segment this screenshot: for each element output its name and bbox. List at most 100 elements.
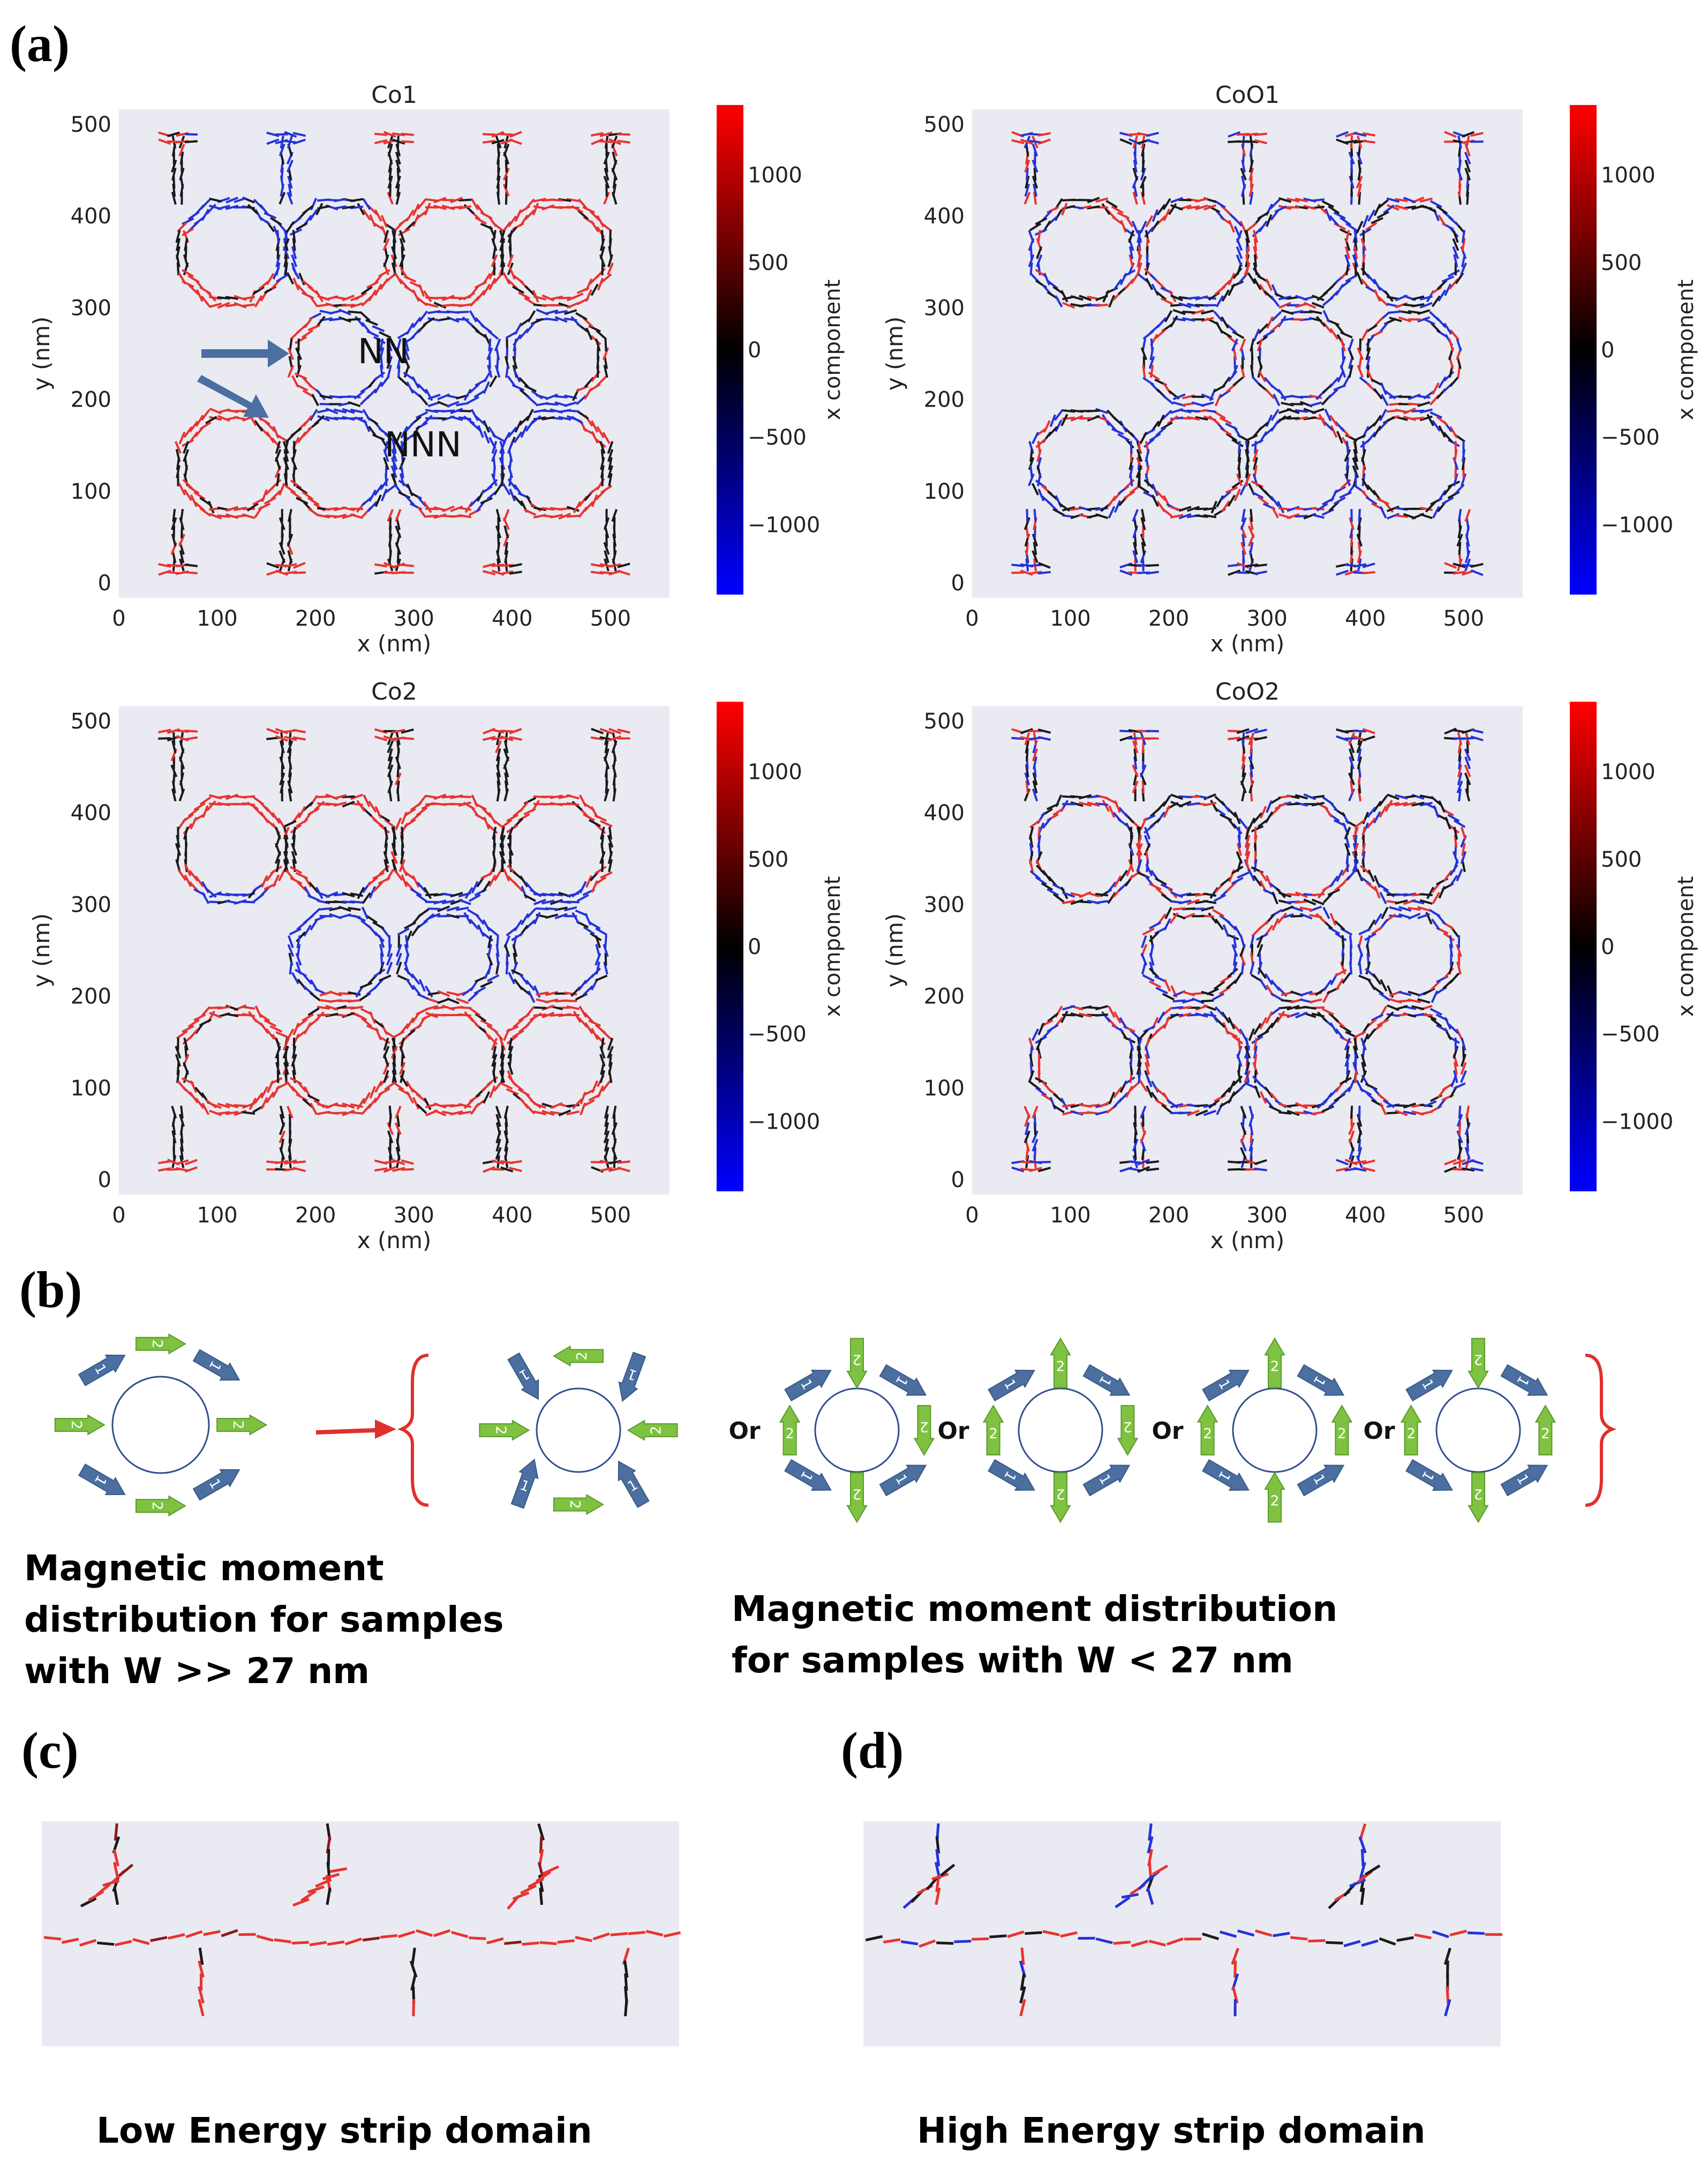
plot-2-spin xyxy=(284,1159,297,1165)
plot-0-spin xyxy=(564,309,577,316)
plot-0-spin xyxy=(486,347,493,361)
plot-1-spin xyxy=(1172,393,1186,401)
plot-1-spin xyxy=(1366,484,1376,496)
colorbar-tick-label: −500 xyxy=(748,425,807,450)
plot-2-spin xyxy=(512,1082,524,1092)
x-tick-label: 300 xyxy=(394,1203,434,1228)
plot-3-spin xyxy=(1372,973,1382,985)
plot-3-spin xyxy=(1042,817,1052,829)
plot-2-spin xyxy=(590,967,601,979)
plot-2-spin xyxy=(458,1110,472,1115)
arrow-2-icon: 2 xyxy=(1468,1472,1489,1523)
plot-1-spin xyxy=(1359,228,1372,236)
plot-1-spin xyxy=(1408,310,1421,314)
strip-spin xyxy=(539,1941,557,1946)
plot-2-spin xyxy=(411,973,420,985)
plot-2-spin xyxy=(488,1085,496,1098)
plot-3-spin xyxy=(1286,1109,1300,1116)
plot-1-spin xyxy=(1249,517,1254,530)
strip-spin xyxy=(1020,1973,1026,1991)
plot-1-spin xyxy=(1108,506,1116,519)
plot-1-spin xyxy=(1322,421,1334,431)
plot-1-spin xyxy=(1170,197,1184,204)
plot-1-spin xyxy=(1186,296,1200,300)
plot-0-spin xyxy=(583,501,594,512)
plot-3-spin xyxy=(1011,737,1025,740)
x-tick-label: 100 xyxy=(197,1203,237,1228)
plot-0-spin xyxy=(613,517,616,530)
plot-2-spin xyxy=(342,1109,355,1116)
plot-2-spin xyxy=(486,1024,499,1034)
plot-1-spin xyxy=(1357,365,1364,378)
plot-3-spin xyxy=(1025,780,1029,794)
plot-0-spin xyxy=(496,144,500,157)
plot-2-spin xyxy=(333,1103,347,1108)
panel-label-c: (c) xyxy=(21,1722,79,1779)
strip-spin xyxy=(1220,1930,1237,1938)
plot-3-spin xyxy=(1169,912,1179,925)
plot-3-spin xyxy=(1011,1166,1025,1173)
plot-1-spin xyxy=(1411,303,1425,307)
plot-0-spin xyxy=(396,183,400,197)
plot-2-spin xyxy=(468,992,479,1002)
plot-2-spin xyxy=(604,788,610,802)
plot-3-spin xyxy=(1102,799,1110,812)
plot-1-spin xyxy=(1366,273,1376,285)
plot-1-spin xyxy=(1227,494,1236,507)
plot-0-spin xyxy=(424,202,431,216)
or-label: Or xyxy=(1152,1417,1183,1445)
plot-2-spin xyxy=(512,1030,524,1039)
plot-0-spin xyxy=(285,432,296,444)
plot-1-spin xyxy=(1079,417,1092,420)
plot-2-spin xyxy=(405,935,409,949)
arrow-label: 2 xyxy=(1541,1426,1550,1442)
plot-0-spin xyxy=(290,479,302,489)
strip-spin xyxy=(1361,1939,1379,1947)
plot-3-spin xyxy=(1128,1038,1134,1051)
panel-label-b: (b) xyxy=(19,1261,82,1318)
plot-0-spin xyxy=(524,285,536,296)
plot-1-spin xyxy=(1245,140,1259,144)
plot-1-spin xyxy=(1456,534,1463,547)
plot-0-spin xyxy=(590,563,604,568)
plot-1-spin xyxy=(1033,191,1037,205)
plot-1-spin xyxy=(1133,159,1138,173)
plot-3-spin xyxy=(1132,780,1139,793)
plot-0-spin xyxy=(394,272,403,284)
plot-1-spin xyxy=(1245,434,1258,442)
plot-1-spin xyxy=(1220,490,1232,501)
plot-0-spin xyxy=(187,485,200,494)
plot-3-spin xyxy=(1357,1114,1363,1127)
plot-0-spin xyxy=(276,230,280,243)
plot-3-spin xyxy=(1389,914,1402,918)
plot-2-spin xyxy=(468,893,481,903)
plot-3-spin xyxy=(1250,740,1253,754)
plot-2-spin xyxy=(275,1038,281,1051)
plot-2-spin xyxy=(433,1005,447,1010)
x-tick-label: 500 xyxy=(590,606,631,631)
plot-2-spin xyxy=(507,827,514,840)
plot-1-spin xyxy=(1349,175,1355,189)
plot-3-spin xyxy=(1032,1130,1039,1144)
plot-3-spin xyxy=(1362,735,1375,742)
plot-1-spin xyxy=(1160,422,1173,430)
plot-3-spin xyxy=(1164,906,1172,920)
plot-0-spin xyxy=(311,394,319,407)
plot-0-spin xyxy=(279,192,286,205)
plot-0-spin xyxy=(261,489,268,502)
plot-3-spin xyxy=(1031,1028,1039,1041)
ring xyxy=(1018,1387,1103,1473)
plot-0-spin xyxy=(405,421,416,432)
plot-1-spin xyxy=(1231,365,1238,378)
plot-title: CoO2 xyxy=(1215,678,1280,705)
plot-2-spin xyxy=(296,935,301,949)
plot-2-spin xyxy=(607,1038,614,1051)
x-tick-label: 400 xyxy=(1345,1203,1386,1228)
plot-2-spin xyxy=(469,919,479,930)
colorbar-tick-label: −500 xyxy=(1601,1022,1660,1047)
plot-0-spin xyxy=(252,286,265,295)
plot-3-spin xyxy=(1233,972,1243,985)
plot-2-spin xyxy=(379,944,385,957)
plot-2-spin xyxy=(541,1011,555,1019)
plot-1-spin xyxy=(1447,269,1460,277)
